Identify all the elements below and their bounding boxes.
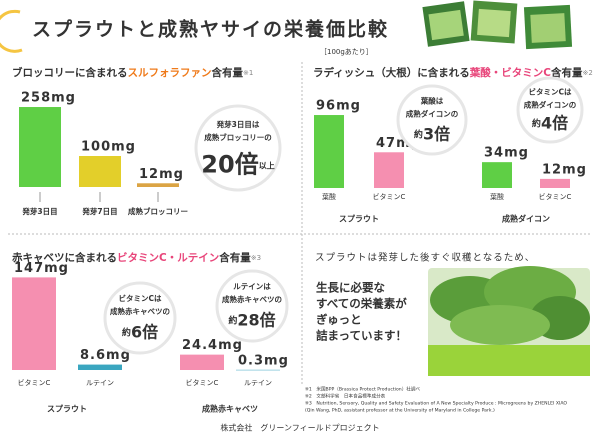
value-label: 34mg (484, 146, 529, 161)
bar (12, 277, 56, 370)
value-label: 0.3mg (238, 353, 289, 368)
bar (314, 115, 344, 188)
title-part: 含有量 (551, 66, 583, 79)
title-part: 含有量 (219, 251, 251, 264)
callout-text: 成熟ブロッコリーの (204, 132, 272, 142)
title-part: 葉酸・ビタミンC (469, 66, 551, 79)
title-part: 含有量 (212, 66, 244, 79)
callout-text: 成熟ダイコンの (406, 108, 459, 118)
title-part: ブロッコリーに含まれる (12, 66, 128, 79)
callout-text: ルテインは (233, 282, 271, 291)
bar (180, 354, 224, 370)
callout-prefix: 約 (228, 314, 237, 326)
series-label: 葉酸 (322, 192, 336, 201)
callout-bubble (103, 281, 177, 355)
title-part: ※3 (251, 254, 261, 262)
chart-title: ラディッシュ（大根）に含まれる葉酸・ビタミンC含有量※2 (313, 66, 593, 79)
value-label: 12mg (542, 162, 587, 177)
series-label: ビタミンC (373, 192, 406, 201)
footer: 株式会社 グリーンフィールドプロジェクト (220, 423, 379, 433)
callout-emphasis-value: 4倍 (541, 113, 568, 132)
callout-bubble (516, 76, 584, 144)
series-label: ビタミンC (18, 378, 51, 387)
bar (374, 152, 404, 188)
callout-suffix: 以上 (259, 160, 275, 170)
title-part: スルフォラファン (128, 67, 212, 79)
category-label: スプラウト (47, 404, 87, 414)
callout-bubble (396, 84, 468, 156)
bar (137, 183, 179, 187)
series-label: 葉酸 (490, 192, 504, 201)
chart-title: ブロッコリーに含まれるスルフォラファン含有量※1 (12, 66, 253, 79)
chart-title: 赤キャベツに含まれるビタミンC・ルテイン含有量※3 (12, 251, 261, 264)
bar (19, 107, 61, 187)
callout-emphasis: 約6倍 (122, 322, 158, 341)
message-line: すべての栄養素が (316, 297, 407, 311)
title-part: ラディッシュ（大根）に含まれる (313, 66, 470, 79)
callout-emphasis: 約3倍 (414, 124, 450, 143)
callout-emphasis: 約28倍 (228, 310, 275, 329)
footnote: ※2 文部科学省 日本食品標準成分表 (305, 393, 386, 400)
callout-emphasis-value: 28倍 (237, 310, 275, 329)
value-label: 100mg (81, 140, 136, 155)
callout-text: ビタミンCは (118, 293, 162, 303)
title-part: 赤キャベツに含まれる (12, 251, 117, 264)
value-label: 147mg (14, 261, 69, 276)
series-label: ビタミンC (186, 378, 219, 387)
title-part: ※2 (582, 69, 592, 77)
category-label: 成熟ダイコン (502, 214, 550, 224)
callout-prefix: 約 (532, 117, 541, 129)
message-line: ぎゅっと (316, 313, 362, 327)
page-title: スプラウトと成熟ヤサイの栄養価比較 (32, 18, 389, 41)
category-label: 発芽7日目 (81, 206, 117, 216)
message-intro: スプラウトは発芽した後すぐ収穫となるため、 (315, 252, 535, 264)
footnote: ※3 Nutrition, Sensory, Quality and Safet… (305, 401, 567, 407)
bar (78, 364, 122, 370)
header-arc (0, 9, 23, 53)
callout-emphasis: 約4倍 (532, 113, 568, 132)
unit-note: ［100gあたり］ (320, 48, 373, 56)
value-label: 8.6mg (80, 348, 131, 363)
bar (540, 178, 570, 188)
category-label: 成熟ブロッコリー (128, 206, 188, 216)
footnote: (Qin Wang, PhD, assistant professor at t… (305, 408, 495, 414)
bar (482, 162, 512, 188)
callout-bubble (215, 269, 289, 343)
title-part: ※1 (243, 69, 253, 77)
category-label: スプラウト (339, 214, 379, 224)
series-label: ビタミンC (539, 192, 572, 201)
callout-emphasis-value: 6倍 (131, 322, 158, 341)
category-label: 発芽3日目 (21, 206, 57, 216)
callout-text: 成熟ダイコンの (524, 99, 577, 109)
bar (236, 369, 280, 371)
value-label: 96mg (316, 99, 361, 114)
callout-text: 発芽3日目は (216, 119, 260, 129)
callout-prefix: 約 (414, 128, 423, 140)
series-label: ルテイン (244, 379, 272, 387)
callout-prefix: 約 (122, 326, 131, 338)
photo (428, 266, 590, 376)
title-part: ビタミンC・ルテイン (117, 251, 219, 264)
callout-text: 葉酸は (420, 95, 444, 105)
callout-emphasis: 20倍以上 (201, 151, 274, 179)
callout-text: 成熟赤キャベツの (110, 306, 170, 316)
message-line: 生長に必要な (316, 281, 385, 295)
callout-text: 成熟赤キャベツの (222, 294, 282, 304)
series-label: ルテイン (86, 379, 114, 387)
value-label: 12mg (139, 167, 184, 182)
value-label: 258mg (21, 91, 76, 106)
callout-text: ビタミンCは (528, 86, 572, 96)
bar (79, 156, 121, 187)
message-line: 詰まっています！ (316, 329, 407, 343)
category-label: 成熟赤キャベツ (202, 404, 258, 414)
footnote: ※1 米国BPP（Brassica Protect Production）社調べ (305, 386, 420, 393)
callout-bubble (194, 104, 282, 192)
callout-emphasis-value: 20倍 (201, 151, 258, 179)
callout-emphasis-value: 3倍 (423, 124, 450, 143)
product-images (422, 0, 573, 50)
value-label: 24.4mg (182, 338, 243, 353)
